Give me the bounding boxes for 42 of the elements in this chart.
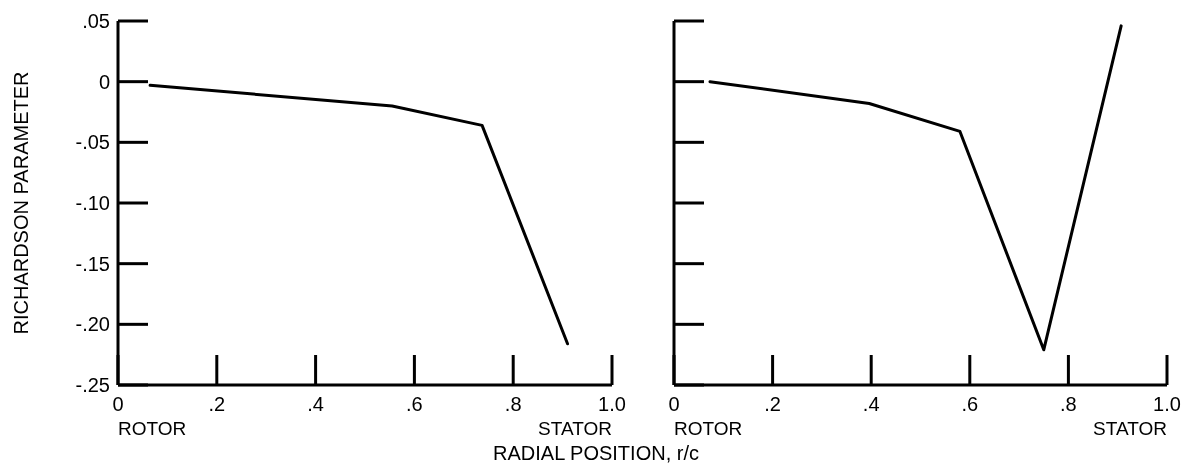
tick-mark: .6: [961, 355, 979, 415]
x-tick-label: 1.0: [1153, 393, 1181, 415]
tick-mark: .8: [1060, 355, 1077, 415]
y-axis-title: RICHARDSON PARAMETER: [10, 71, 32, 335]
x-tick-label: .4: [307, 393, 324, 415]
tick-mark: .2: [208, 355, 226, 415]
y-tick-label: .05: [82, 10, 110, 32]
tick-mark: .8: [504, 355, 522, 415]
x-tick-label: .8: [1060, 393, 1077, 415]
text: ROTOR: [118, 418, 187, 439]
tick-mark: -.05: [75, 131, 148, 154]
x-tick-label: 1.0: [598, 393, 626, 415]
tick-mark: 1.0: [598, 355, 626, 415]
x-tick-label: .2: [764, 393, 781, 415]
tick-mark: .2: [764, 355, 781, 415]
tick-mark: -.15: [75, 252, 148, 275]
x-tick-label: 0: [668, 393, 680, 415]
x-tick-label: .8: [504, 393, 522, 415]
tick-mark: .4: [307, 355, 324, 415]
y-tick-label: -.15: [75, 252, 110, 275]
tick-mark: -.10: [75, 192, 148, 214]
x-tick-label: .4: [862, 393, 880, 415]
tick-mark: .4: [862, 355, 880, 415]
tick-mark: 0: [98, 70, 148, 93]
y-tick-label: -.10: [75, 192, 110, 214]
text: ROTOR: [674, 418, 743, 439]
y-tick-label: -.25: [75, 374, 110, 396]
tick-mark: 1.0: [1153, 355, 1181, 415]
text: STATOR: [538, 418, 612, 439]
y-tick-label: -.20: [75, 313, 110, 336]
tick-mark: .6: [406, 355, 423, 415]
x-axis-title: RADIAL POSITION, r/c: [493, 442, 699, 464]
y-tick-label: 0: [98, 70, 110, 93]
x-tick-label: .2: [208, 393, 226, 415]
x-tick-label: .6: [406, 393, 423, 415]
tick-mark: -.20: [75, 313, 148, 336]
text: STATOR: [1093, 418, 1167, 439]
tick-mark: .05: [82, 10, 148, 32]
x-tick-label: 0: [112, 393, 124, 415]
x-tick-label: .6: [961, 393, 979, 415]
y-tick-label: -.05: [75, 131, 110, 154]
tick-mark: 0: [668, 355, 680, 415]
